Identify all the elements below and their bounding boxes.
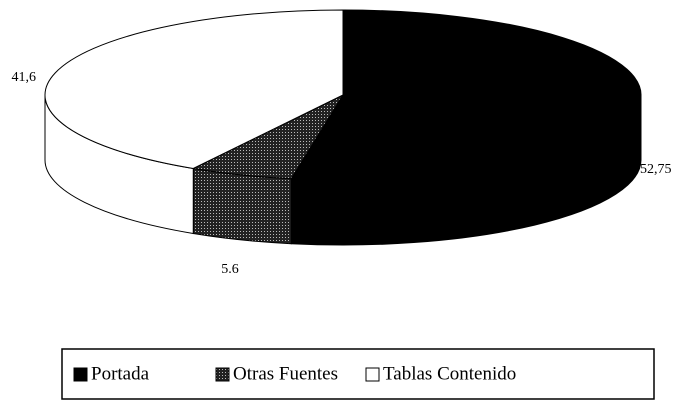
legend-label: Portada bbox=[91, 363, 150, 384]
slice bbox=[290, 9, 642, 181]
legend-label: Tablas Contenido bbox=[383, 363, 516, 384]
slice bbox=[44, 9, 344, 170]
legend-box bbox=[61, 348, 655, 400]
pie: 52,75 5.6 41,6 bbox=[12, 9, 672, 277]
legend-swatch bbox=[215, 367, 230, 382]
value-label: 52,75 bbox=[640, 162, 672, 177]
value-label: 41,6 bbox=[12, 70, 37, 85]
value-label: 5.6 bbox=[221, 262, 239, 277]
legend: Portada Otras Fuentes Tablas Contenido bbox=[73, 363, 516, 384]
legend-swatch bbox=[365, 367, 380, 382]
legend-label: Otras Fuentes bbox=[233, 363, 338, 384]
slice-side bbox=[192, 167, 292, 245]
legend-swatch bbox=[73, 367, 88, 382]
